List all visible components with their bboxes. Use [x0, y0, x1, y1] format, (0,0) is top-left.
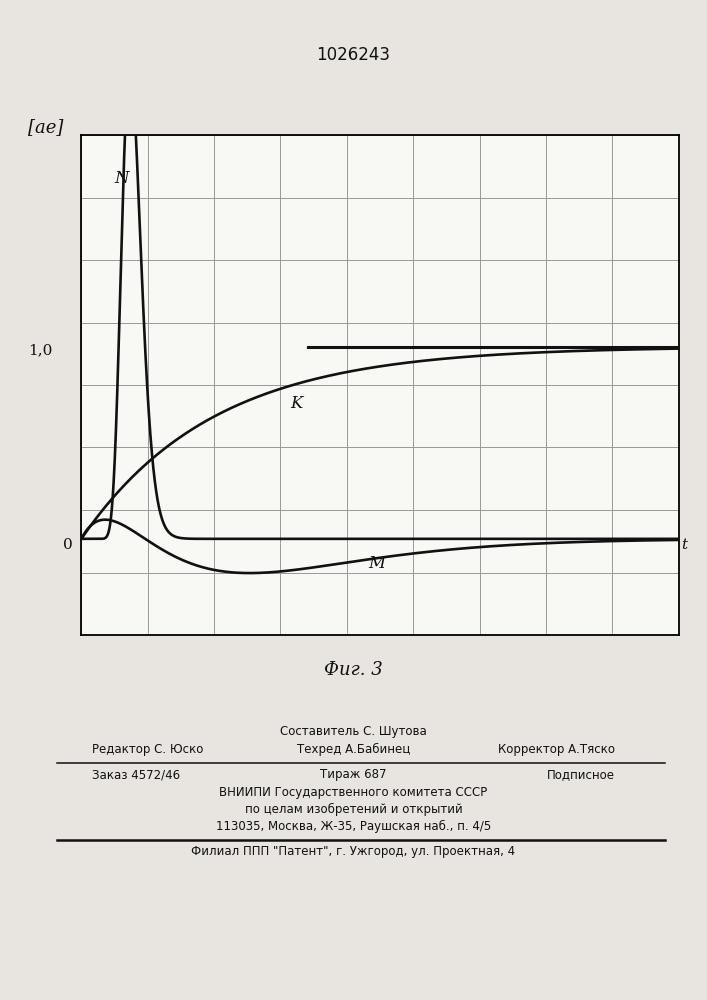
Text: [ae]: [ae] [28, 118, 64, 136]
Text: 1026243: 1026243 [317, 46, 390, 64]
Text: t: t [681, 538, 687, 552]
Text: Тираж 687: Тираж 687 [320, 768, 387, 781]
Text: 0: 0 [63, 538, 73, 552]
Text: Корректор А.Тяско: Корректор А.Тяско [498, 743, 615, 756]
Text: Филиал ППП "Патент", г. Ужгород, ул. Проектная, 4: Филиал ППП "Патент", г. Ужгород, ул. Про… [192, 845, 515, 858]
Text: Подписное: Подписное [547, 768, 615, 781]
Text: Заказ 4572/46: Заказ 4572/46 [92, 768, 180, 781]
Text: Редактор С. Юско: Редактор С. Юско [92, 743, 204, 756]
Text: 1,0: 1,0 [28, 344, 52, 358]
Text: N: N [114, 170, 129, 187]
Text: ВНИИПИ Государственного комитета СССР: ВНИИПИ Государственного комитета СССР [219, 786, 488, 799]
Text: K: K [291, 395, 303, 412]
Text: Составитель С. Шутова: Составитель С. Шутова [280, 725, 427, 738]
Text: по целам изобретений и открытий: по целам изобретений и открытий [245, 803, 462, 816]
Text: Фиг. 3: Фиг. 3 [324, 661, 383, 679]
Text: 113035, Москва, Ж-35, Раушская наб., п. 4/5: 113035, Москва, Ж-35, Раушская наб., п. … [216, 820, 491, 833]
Text: Техред А.Бабинец: Техред А.Бабинец [297, 743, 410, 756]
Text: M: M [368, 555, 385, 572]
